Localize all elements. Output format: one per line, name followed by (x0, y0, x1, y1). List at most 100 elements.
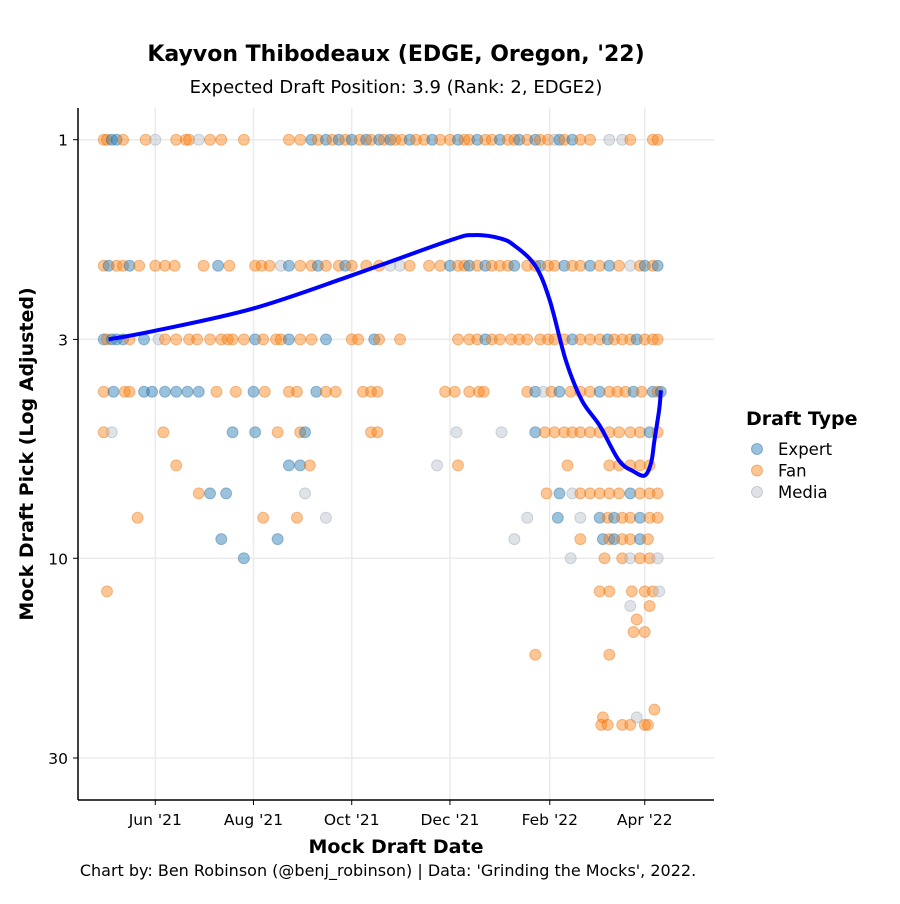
data-point-fan (584, 133, 597, 146)
data-point-fan (131, 511, 144, 524)
legend-marker-fan (751, 464, 763, 477)
data-point-fan (633, 487, 646, 500)
data-point-expert (282, 459, 295, 472)
chart-title: Kayvon Thibodeaux (EDGE, Oregon, '22) (147, 42, 644, 67)
data-point-media (616, 133, 629, 146)
y-tick-label: 30 (48, 750, 68, 768)
data-point-media (564, 552, 577, 565)
legend-title: Draft Type (746, 408, 858, 430)
data-point-fan (558, 133, 571, 146)
data-point-fan (270, 333, 283, 346)
data-point-fan (158, 333, 171, 346)
data-point-fan (534, 133, 547, 146)
data-point-fan (229, 385, 242, 398)
data-point-fan (458, 259, 471, 272)
data-point-expert (271, 533, 284, 546)
data-point-fan (613, 487, 626, 500)
chart-caption: Chart by: Ben Robinson (@benj_robinson) … (80, 861, 696, 881)
data-point-fan (548, 259, 561, 272)
data-point-expert (553, 133, 566, 146)
data-point-fan (345, 333, 358, 346)
legend-marker-media (751, 486, 763, 498)
data-point-fan (624, 533, 637, 546)
data-point-expert (360, 133, 373, 146)
data-point-fan (479, 133, 492, 146)
data-point-fan (493, 259, 506, 272)
data-point-fan (633, 552, 646, 565)
data-point-fan (395, 133, 408, 146)
chart-subtitle: Expected Draft Position: 3.9 (Rank: 2, E… (190, 77, 603, 98)
data-point-expert (110, 133, 123, 146)
data-point-fan (158, 259, 171, 272)
axis-ticks: Jun '21 Aug '21 Oct '21 Dec '21 Feb '22 Apr '… (48, 132, 672, 829)
data-point-expert (345, 133, 358, 146)
data-point-fan (100, 585, 113, 598)
data-point-expert (479, 259, 492, 272)
data-point-fan (423, 259, 436, 272)
data-point-expert (311, 259, 324, 272)
data-point-fan (263, 259, 276, 272)
data-point-fan (603, 487, 616, 500)
x-tick-label: Feb '22 (522, 811, 578, 829)
data-point-expert (451, 133, 464, 146)
data-point-expert (332, 133, 345, 146)
y-tick-label: 10 (48, 550, 68, 568)
data-point-fan (210, 385, 223, 398)
data-point-fan (237, 133, 250, 146)
legend-label-fan: Fan (778, 462, 807, 481)
data-point-fan (616, 533, 629, 546)
data-point-media (192, 133, 205, 146)
data-point-fan (534, 333, 547, 346)
data-point-expert (170, 385, 183, 398)
data-point-expert (282, 333, 295, 346)
data-point-expert (493, 133, 506, 146)
data-point-fan (638, 333, 651, 346)
data-point-expert (373, 133, 386, 146)
data-point-fan (593, 487, 606, 500)
data-point-expert (479, 333, 492, 346)
data-point-fan (319, 259, 332, 272)
data-point-fan (434, 259, 447, 272)
trend-line (108, 233, 663, 478)
data-point-fan (258, 385, 271, 398)
data-point-fan (624, 333, 637, 346)
data-point-expert (638, 259, 651, 272)
data-point-fan (389, 133, 402, 146)
data-point-fan (226, 333, 239, 346)
data-point-fan (394, 333, 407, 346)
data-point-fan (625, 585, 638, 598)
data-point-fan (157, 426, 170, 439)
data-point-fan (451, 259, 464, 272)
x-tick-label: Oct '21 (324, 811, 380, 829)
data-point-fan (574, 426, 587, 439)
data-point-fan (584, 333, 597, 346)
data-point-expert (651, 259, 664, 272)
data-point-fan (365, 385, 378, 398)
data-point-expert (368, 333, 381, 346)
data-point-fan (451, 459, 464, 472)
data-point-fan (596, 711, 609, 724)
data-point-fan (595, 718, 608, 731)
data-point-expert (123, 259, 136, 272)
x-tick-label: Apr '22 (617, 811, 673, 829)
data-point-fan (611, 385, 624, 398)
data-point-fan (237, 333, 250, 346)
data-point-expert (608, 511, 621, 524)
data-point-expert (529, 426, 542, 439)
gridlines (78, 108, 714, 800)
data-point-media (653, 585, 666, 598)
data-point-fan (257, 333, 270, 346)
data-point-media (624, 599, 637, 612)
data-point-fan (505, 333, 518, 346)
data-point-fan (305, 333, 318, 346)
data-point-fan (345, 259, 358, 272)
data-point-fan (641, 533, 654, 546)
data-point-media (624, 259, 637, 272)
y-tick-label: 1 (58, 132, 68, 150)
data-point-media (603, 133, 616, 146)
data-point-fan (638, 625, 651, 638)
data-point-fan (542, 333, 555, 346)
data-point-expert (566, 133, 579, 146)
data-point-fan (471, 259, 484, 272)
